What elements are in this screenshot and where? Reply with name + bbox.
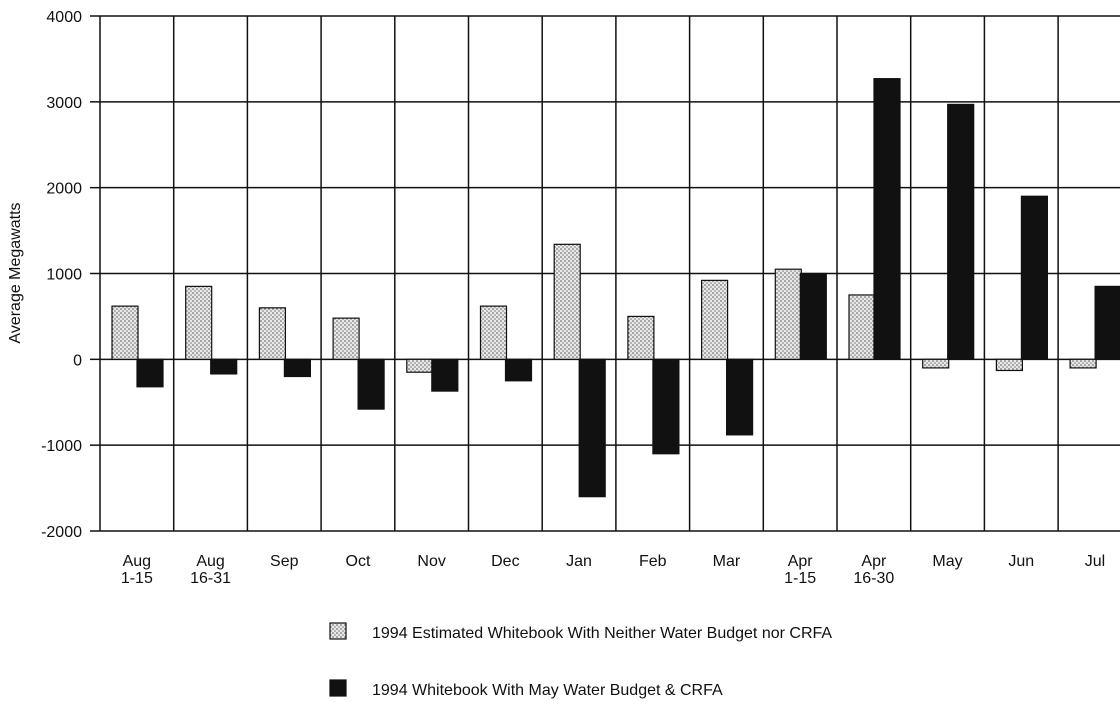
x-tick-label: Jul bbox=[1085, 553, 1105, 570]
x-tick-label: Oct bbox=[346, 553, 371, 570]
bar bbox=[185, 285, 213, 360]
x-tick-label: Apr 16-30 bbox=[853, 553, 894, 587]
x-tick-label: Nov bbox=[417, 553, 445, 570]
y-tick-label: -2000 bbox=[41, 524, 82, 541]
bar bbox=[258, 307, 286, 360]
bar bbox=[357, 358, 385, 410]
x-tick-label: Sep bbox=[270, 553, 299, 570]
x-tick-label: Jun bbox=[1008, 553, 1034, 570]
bar bbox=[995, 358, 1024, 372]
bar bbox=[136, 358, 164, 388]
bar bbox=[725, 358, 754, 436]
bar bbox=[1094, 285, 1120, 360]
bar bbox=[431, 358, 459, 392]
y-tick-label: 3000 bbox=[46, 95, 82, 112]
bar bbox=[1069, 358, 1097, 369]
y-tick-label: -1000 bbox=[41, 438, 82, 455]
bar bbox=[873, 78, 901, 360]
legend-label: 1994 Whitebook With May Water Budget & C… bbox=[372, 682, 723, 699]
bar bbox=[1020, 195, 1049, 360]
bar bbox=[922, 358, 950, 369]
y-tick-label: 2000 bbox=[46, 181, 82, 198]
bar bbox=[332, 317, 360, 360]
bar bbox=[774, 268, 802, 360]
x-tick-label: Feb bbox=[639, 553, 667, 570]
bar bbox=[479, 305, 508, 360]
bar bbox=[210, 358, 238, 375]
legend-swatch bbox=[329, 622, 347, 640]
bar bbox=[947, 103, 975, 360]
x-tick-label: Jan bbox=[566, 553, 592, 570]
y-axis-label: Average Megawatts bbox=[7, 202, 24, 343]
bar bbox=[578, 358, 606, 498]
bar bbox=[627, 315, 655, 360]
y-tick-label: 4000 bbox=[46, 9, 82, 26]
legend-swatch bbox=[329, 679, 347, 697]
bar bbox=[283, 358, 311, 378]
bar bbox=[700, 279, 729, 360]
y-tick-label: 0 bbox=[73, 352, 82, 369]
x-tick-label: May bbox=[932, 553, 962, 570]
x-tick-label: Dec bbox=[491, 553, 519, 570]
bar bbox=[406, 358, 434, 373]
bar bbox=[652, 358, 680, 455]
x-tick-label: Mar bbox=[713, 553, 741, 570]
bar bbox=[504, 358, 533, 382]
x-tick-label: Aug 16-31 bbox=[190, 553, 231, 587]
legend-label: 1994 Estimated Whitebook With Neither Wa… bbox=[372, 625, 832, 642]
bar bbox=[111, 305, 139, 360]
y-tick-label: 1000 bbox=[46, 267, 82, 284]
x-tick-label: Apr 1-15 bbox=[784, 553, 816, 587]
x-tick-label: Aug 1-15 bbox=[121, 553, 153, 587]
bar bbox=[553, 243, 581, 360]
bar bbox=[799, 272, 827, 360]
bar bbox=[848, 294, 876, 360]
